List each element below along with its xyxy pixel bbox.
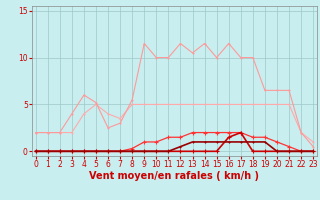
X-axis label: Vent moyen/en rafales ( km/h ): Vent moyen/en rafales ( km/h ) — [89, 171, 260, 181]
